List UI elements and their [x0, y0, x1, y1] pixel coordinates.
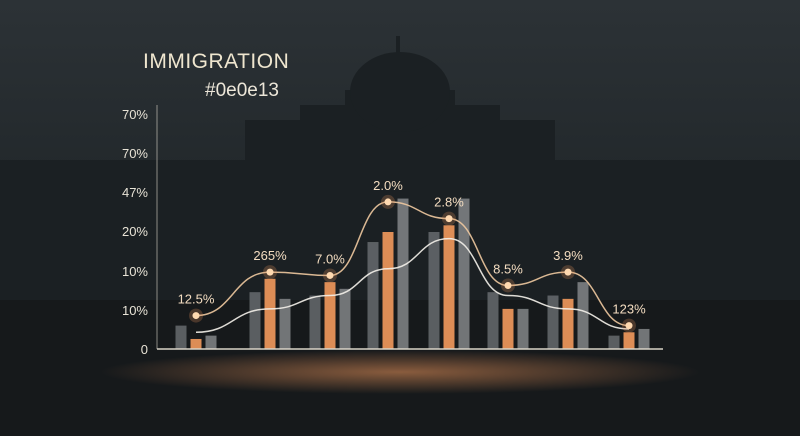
- bar: [428, 232, 440, 349]
- y-tick-label: 10%: [122, 264, 148, 279]
- bar: [367, 242, 379, 349]
- bar: [562, 298, 574, 349]
- data-point: [625, 322, 633, 330]
- data-point: [192, 312, 200, 320]
- y-tick-label: 0: [141, 342, 148, 357]
- data-label: 265%: [253, 248, 287, 263]
- data-label: 12.5%: [178, 292, 215, 307]
- data-label: 7.0%: [315, 251, 345, 266]
- bar: [547, 295, 559, 349]
- bar: [577, 282, 589, 349]
- data-label: 2.8%: [434, 195, 464, 210]
- bar: [249, 292, 261, 349]
- bar: [339, 288, 351, 349]
- bar: [517, 308, 529, 349]
- bar: [502, 308, 514, 349]
- bar: [458, 198, 470, 349]
- bar: [309, 295, 321, 349]
- y-tick-label: 47%: [122, 185, 148, 200]
- y-tick-label: 10%: [122, 303, 148, 318]
- bar: [397, 198, 409, 349]
- bar: [279, 298, 291, 349]
- data-point: [445, 215, 453, 223]
- bar: [623, 332, 635, 349]
- data-point: [504, 281, 512, 289]
- bar: [382, 232, 394, 349]
- bar: [175, 325, 187, 349]
- data-point: [326, 271, 334, 279]
- data-label: 2.0%: [373, 178, 403, 193]
- bar: [443, 225, 455, 349]
- y-tick-label: 70%: [122, 146, 148, 161]
- bar: [487, 292, 499, 349]
- data-point: [564, 268, 572, 276]
- bar: [638, 328, 650, 349]
- data-label: 123%: [612, 302, 646, 317]
- y-tick-label: 70%: [122, 107, 148, 122]
- data-label: 3.9%: [553, 248, 583, 263]
- bar: [608, 335, 620, 349]
- data-point: [266, 268, 274, 276]
- bar: [264, 278, 276, 349]
- data-point: [384, 198, 392, 206]
- chart-title: IMMIGRATION: [143, 50, 290, 73]
- bar: [205, 335, 217, 349]
- y-tick-label: 20%: [122, 224, 148, 239]
- chart-subtitle: #0e0e13: [205, 80, 279, 101]
- bar: [324, 282, 336, 349]
- data-label: 8.5%: [493, 261, 523, 276]
- bar: [190, 338, 202, 349]
- series-line-lower: [195, 237, 630, 334]
